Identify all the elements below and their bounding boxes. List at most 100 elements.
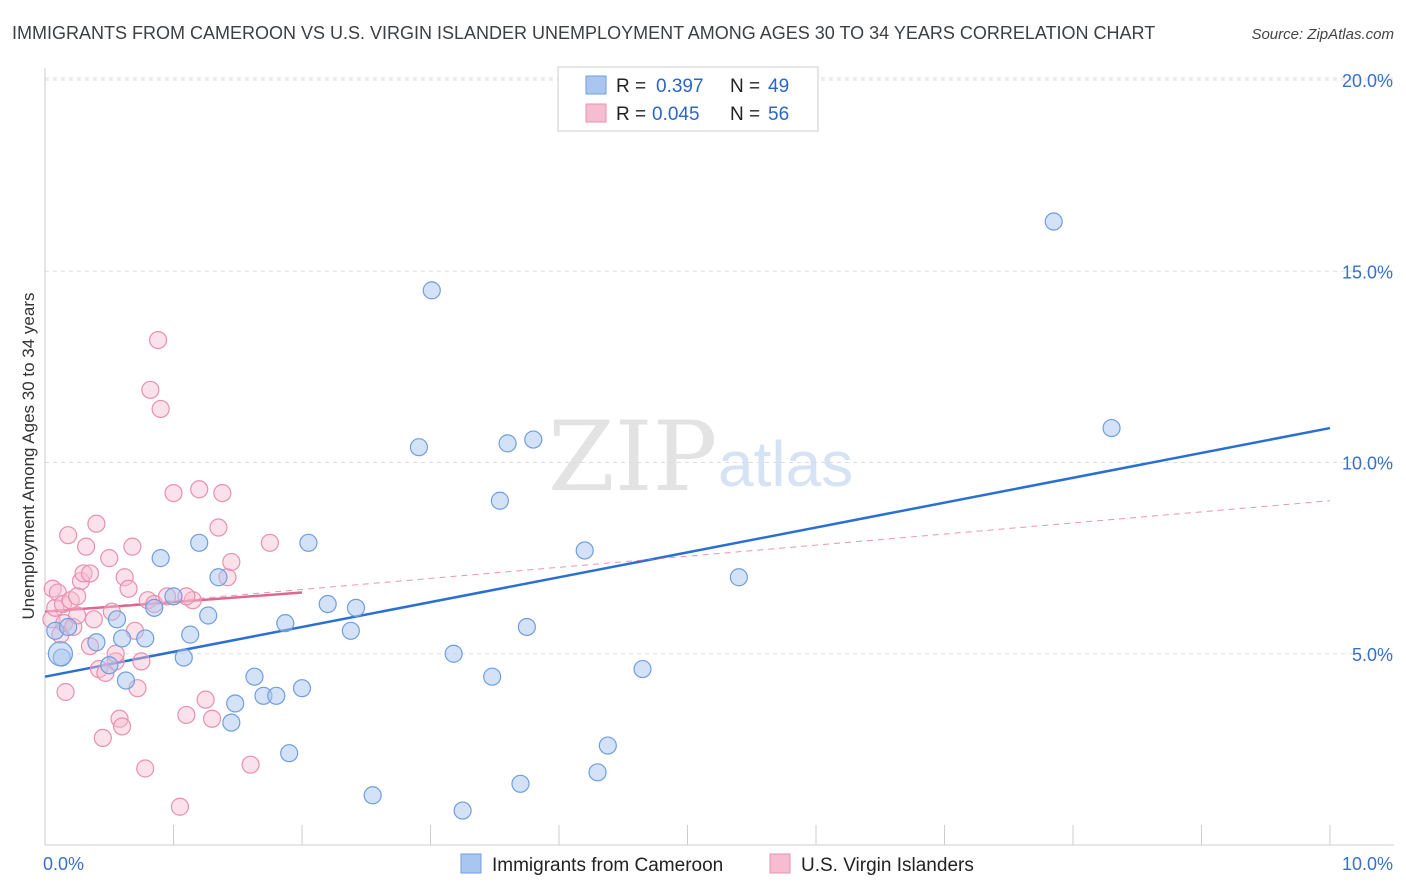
bottom-legend-label-cameroon: Immigrants from Cameroon [492,855,723,876]
point-cameroon [575,541,594,560]
point-cameroon [151,549,170,568]
point-cameroon [483,667,502,686]
legend-n-label-2: N = [730,104,760,125]
point-cameroon [363,786,382,805]
point-cameroon [729,568,749,587]
legend-r-value-1: 0.397 [656,76,704,97]
point-virgin-islanders [213,484,232,503]
point-cameroon [588,763,607,782]
point-virgin-islanders [148,331,168,350]
point-virgin-islanders [119,579,138,598]
point-virgin-islanders [190,480,209,499]
bottom-legend: Immigrants from Cameroon U.S. Virgin Isl… [460,853,974,876]
point-virgin-islanders [100,549,119,568]
axes [44,68,1394,846]
trend-line-virgin-islanders-extended [44,500,1331,613]
trend-line-cameroon [44,426,1331,678]
legend-r-label-2: R = [616,104,646,125]
point-cameroon [490,491,509,510]
point-virgin-islanders [164,484,183,503]
point-cameroon [107,610,127,629]
point-cameroon [145,598,164,617]
point-virgin-islanders [260,533,279,552]
point-virgin-islanders [68,587,87,606]
legend-n-value-1: 49 [768,76,789,97]
point-cameroon [598,736,617,755]
point-cameroon [1102,418,1121,438]
point-virgin-islanders [77,537,96,556]
legend-r-value-2: 0.045 [652,104,700,125]
point-cameroon [112,629,132,648]
point-cameroon-large [47,641,74,667]
point-cameroon [633,659,652,679]
point-cameroon [299,533,318,552]
point-cameroon [87,633,106,652]
bottom-legend-swatch-blue [460,853,482,874]
chart-source: Source: ZipAtlas.com [1251,26,1394,43]
point-cameroon [517,617,536,637]
legend-n-label-1: N = [730,76,760,97]
x-tick-label: 10.0% [1342,854,1393,874]
point-virgin-islanders [59,526,78,545]
point-cameroon [136,629,155,648]
point-cameroon [276,614,295,633]
point-cameroon [280,744,299,763]
y-tick-label: 10.0% [1342,454,1393,474]
point-virgin-islanders [93,728,112,748]
y-axis-label: Unemployment Among Ages 30 to 34 years [19,293,38,620]
point-virgin-islanders [151,399,170,419]
point-virgin-islanders [80,564,100,583]
point-cameroon [267,686,286,705]
point-virgin-islanders [112,717,132,736]
bottom-legend-swatch-pink [769,853,791,874]
point-cameroon [1044,212,1063,231]
gridlines [45,77,1394,655]
watermark-zip: ZIP [548,401,717,513]
point-cameroon [245,667,264,686]
point-virgin-islanders [196,690,215,709]
point-cameroon [292,679,312,698]
point-cameroon [116,671,136,690]
legend-n-value-2: 56 [768,104,789,125]
y-tick-labels: 5.0% 10.0% 15.0% 20.0% [1342,71,1393,665]
x-tick-labels: 0.0% 10.0% [43,854,1393,874]
scatter-points [42,212,1121,820]
legend-r-label-1: R = [616,76,646,97]
point-virgin-islanders [222,552,241,572]
y-tick-label: 15.0% [1342,262,1393,282]
point-cameroon [164,587,183,606]
point-cameroon [318,594,337,614]
point-cameroon [181,625,200,644]
point-virgin-islanders [123,537,142,556]
legend-swatch-pink [585,103,607,123]
point-virgin-islanders [74,564,93,583]
point-cameroon [100,656,119,675]
point-virgin-islanders [141,380,160,399]
point-virgin-islanders [84,610,103,629]
point-cameroon [524,430,543,449]
x-tick-label: 0.0% [43,854,84,874]
point-virgin-islanders [115,568,134,587]
point-virgin-islanders [202,709,222,728]
point-cameroon [422,281,441,300]
point-virgin-islanders [209,518,228,537]
bottom-legend-label-virgin-islanders: U.S. Virgin Islanders [801,855,974,876]
watermark-atlas: atlas [718,428,853,500]
point-cameroon [222,713,241,732]
point-cameroon [199,606,218,625]
point-virgin-islanders [87,514,106,533]
point-virgin-islanders [170,797,190,816]
y-tick-label: 5.0% [1352,645,1393,665]
point-virgin-islanders [241,755,260,774]
point-cameroon [346,598,366,617]
point-cameroon [511,774,530,793]
top-legend: R = 0.397 N = 49 R = 0.045 N = 56 [557,66,819,132]
point-cameroon [174,648,193,667]
point-cameroon [453,801,472,820]
chart-title: IMMIGRANTS FROM CAMEROON VS U.S. VIRGIN … [12,23,1155,43]
y-tick-label: 20.0% [1342,71,1393,91]
point-cameroon [409,438,429,457]
point-cameroon [190,533,209,552]
legend-swatch-blue [585,75,607,95]
point-cameroon [444,644,463,663]
